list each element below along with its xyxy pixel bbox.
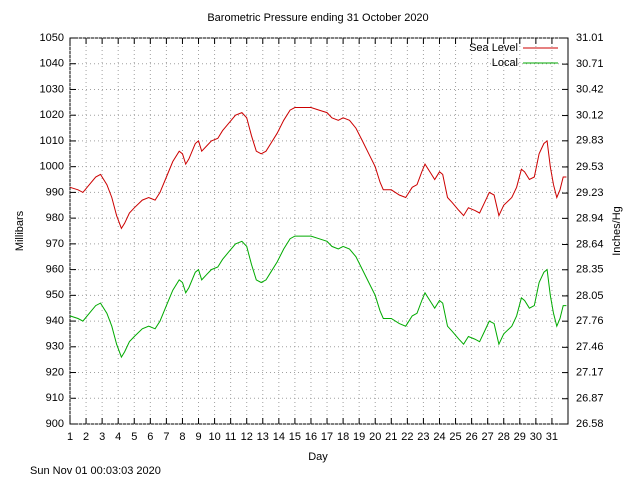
x-tick-label: 7 [163,431,169,443]
x-tick-label: 14 [273,431,285,443]
y2-axis-label: Inches/Hg [611,206,623,256]
y-tick-label: 980 [46,212,64,224]
x-tick-label: 20 [369,431,381,443]
x-tick-label: 5 [131,431,137,443]
y2-tick-label: 28.64 [576,238,604,250]
chart-title: Barometric Pressure ending 31 October 20… [207,12,428,24]
y2-tick-label: 26.87 [576,393,604,405]
y-tick-label: 950 [46,289,64,301]
x-tick-label: 26 [465,431,477,443]
x-tick-label: 4 [115,431,121,443]
x-tick-label: 2 [83,431,89,443]
x-tick-label: 30 [530,431,542,443]
x-tick-label: 29 [514,431,526,443]
x-tick-label: 8 [179,431,185,443]
x-tick-label: 17 [321,431,333,443]
x-tick-label: 12 [241,431,253,443]
x-tick-label: 23 [417,431,429,443]
y2-tick-label: 28.05 [576,290,604,302]
footer: Sun Nov 01 00:03:03 2020 [30,465,161,477]
y-tick-label: 1040 [40,58,64,70]
y-tick-label: 1000 [40,161,64,173]
y-tick-label: 1030 [40,83,64,95]
y-tick-label: 910 [46,392,64,404]
y2-tick-label: 26.58 [576,418,604,430]
x-tick-label: 19 [353,431,365,443]
x-tick-label: 18 [337,431,349,443]
x-tick-label: 15 [289,431,301,443]
y2-tick-label: 27.17 [576,366,604,378]
x-tick-label: 3 [99,431,105,443]
x-tick-label: 28 [498,431,510,443]
y-tick-label: 960 [46,264,64,276]
y-tick-label: 1050 [40,32,64,44]
y2-tick-label: 31.01 [576,32,604,44]
y-tick-label: 990 [46,186,64,198]
y-tick-label: 970 [46,238,64,250]
x-tick-label: 10 [208,431,220,443]
legend-label: Local [492,57,518,69]
y2-tick-label: 27.76 [576,315,604,327]
x-tick-label: 24 [433,431,445,443]
y2-tick-label: 28.35 [576,264,604,276]
y-tick-label: 1010 [40,135,64,147]
x-tick-label: 16 [305,431,317,443]
x-tick-label: 13 [257,431,269,443]
x-tick-label: 31 [546,431,558,443]
x-tick-label: 1 [67,431,73,443]
x-tick-label: 11 [225,431,236,443]
legend-label: Sea Level [469,42,518,54]
series-line [69,107,567,230]
plot-frame [69,37,569,425]
y-tick-label: 930 [46,341,64,353]
y-axis-label: Millibars [14,210,26,251]
x-tick-label: 21 [385,431,397,443]
x-axis-label: Day [308,451,328,463]
y2-tick-label: 29.53 [576,161,604,173]
y-tick-label: 1020 [40,109,64,121]
y2-tick-label: 30.12 [576,109,604,121]
x-tick-label: 27 [482,431,494,443]
y2-tick-label: 30.42 [576,83,604,95]
x-tick-label: 6 [147,431,153,443]
x-tick-label: 22 [401,431,413,443]
y2-tick-label: 27.46 [576,341,604,353]
y2-tick-label: 29.23 [576,187,604,199]
y-tick-label: 920 [46,366,64,378]
series-line [69,235,567,359]
y2-tick-label: 30.71 [576,58,604,70]
x-tick-label: 9 [195,431,201,443]
y-tick-label: 900 [46,418,64,430]
y2-tick-label: 29.83 [576,135,604,147]
y-tick-label: 940 [46,315,64,327]
y2-tick-label: 28.94 [576,212,604,224]
x-tick-label: 25 [449,431,461,443]
